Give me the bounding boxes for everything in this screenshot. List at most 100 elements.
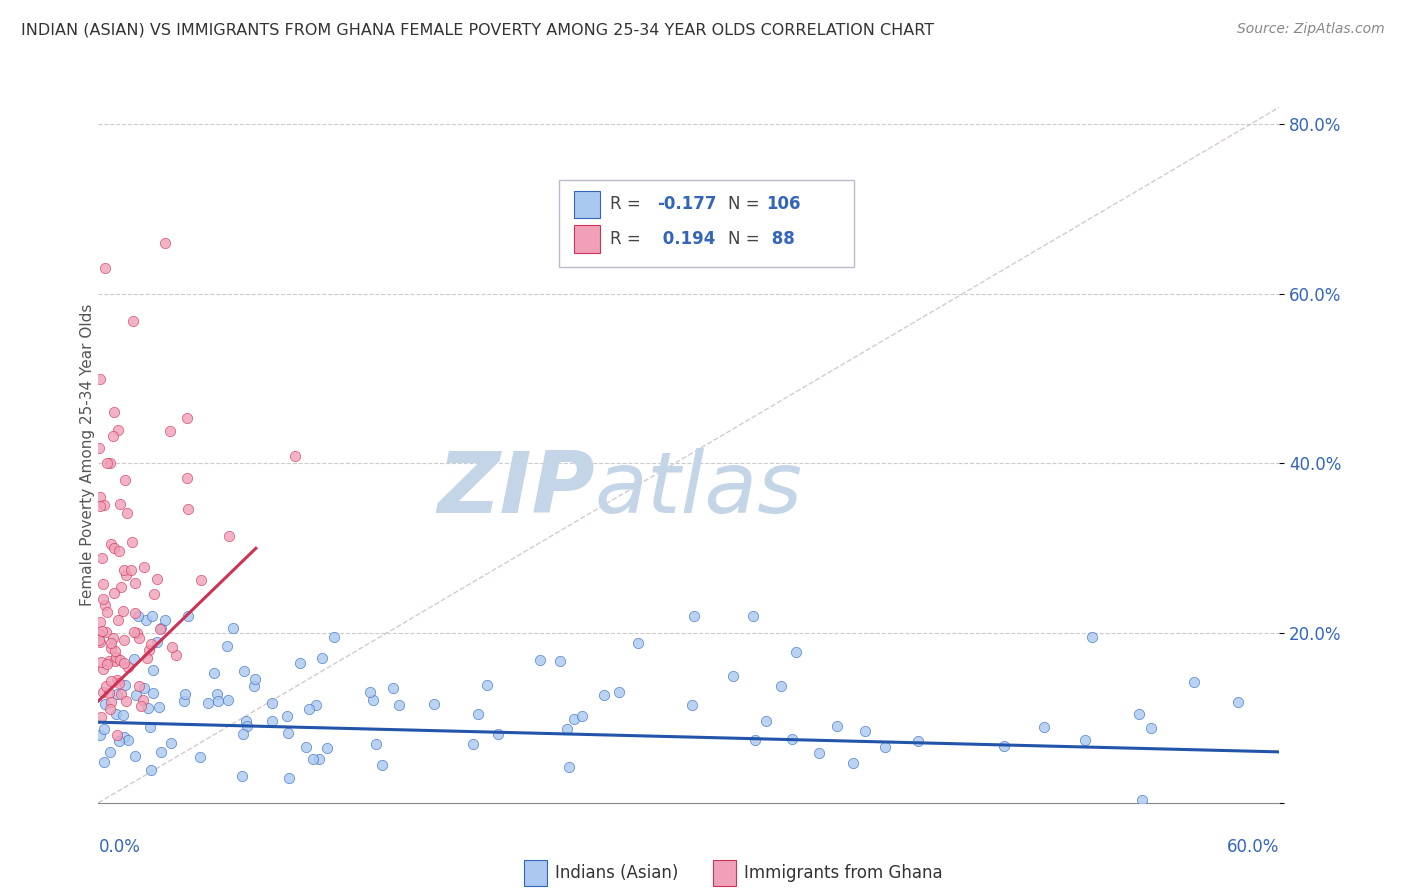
Point <box>132 692 155 706</box>
Point <box>94 680 117 694</box>
Point <box>1128 706 1150 721</box>
Text: N =: N = <box>728 195 765 213</box>
Point <box>371 758 394 772</box>
Point <box>89 632 111 647</box>
Point <box>98 745 121 759</box>
Point <box>135 613 157 627</box>
Point <box>323 630 346 644</box>
Point <box>276 708 298 723</box>
Point <box>284 449 307 463</box>
Point <box>114 694 136 708</box>
Point <box>177 609 200 624</box>
Point <box>105 673 128 688</box>
Point <box>124 606 146 620</box>
Point <box>134 559 156 574</box>
Point <box>94 598 117 612</box>
Point <box>114 563 136 577</box>
Point <box>145 572 167 586</box>
Point <box>907 734 929 748</box>
Point <box>155 614 177 628</box>
Point <box>174 687 197 701</box>
Point <box>105 728 128 742</box>
Point <box>93 697 115 711</box>
Point <box>215 639 238 653</box>
Point <box>105 687 128 701</box>
Point <box>100 641 122 656</box>
Point <box>91 592 114 607</box>
Text: atlas: atlas <box>595 448 803 532</box>
Point <box>780 731 803 746</box>
Point <box>90 655 112 669</box>
Point <box>108 543 131 558</box>
Point <box>681 698 703 713</box>
Point <box>1073 732 1095 747</box>
Point <box>382 681 405 696</box>
Point <box>97 686 120 700</box>
Point <box>607 685 630 699</box>
Point <box>232 727 254 741</box>
Text: 0.0%: 0.0% <box>98 838 141 855</box>
Point <box>278 771 301 785</box>
Point <box>242 680 264 694</box>
Point <box>571 709 593 723</box>
Point <box>100 695 122 709</box>
Point <box>91 662 114 676</box>
Point <box>148 700 170 714</box>
Point <box>245 673 267 687</box>
Point <box>103 405 125 419</box>
Point <box>557 760 579 774</box>
Point <box>108 676 131 690</box>
Point <box>423 697 446 711</box>
Point <box>101 429 124 443</box>
Point <box>361 693 384 707</box>
Point <box>853 724 876 739</box>
Text: -0.177: -0.177 <box>657 195 717 213</box>
Point <box>288 656 311 670</box>
Point <box>124 624 146 639</box>
Point <box>177 501 200 516</box>
FancyBboxPatch shape <box>713 860 737 887</box>
Point <box>176 471 198 485</box>
Point <box>121 534 143 549</box>
Point <box>117 733 139 747</box>
Point <box>298 702 321 716</box>
Point <box>142 663 165 677</box>
Text: ZIP: ZIP <box>437 448 595 532</box>
Point <box>1226 695 1249 709</box>
Point <box>316 740 339 755</box>
Point <box>105 706 128 721</box>
Point <box>87 441 110 455</box>
Point <box>112 731 135 745</box>
Point <box>277 725 299 739</box>
Point <box>548 654 571 668</box>
Point <box>875 740 897 755</box>
Point <box>529 653 551 667</box>
Point <box>555 722 578 736</box>
Point <box>110 580 132 594</box>
Point <box>218 529 240 543</box>
Point <box>89 728 111 742</box>
FancyBboxPatch shape <box>575 191 600 219</box>
Point <box>475 678 498 692</box>
Point <box>486 726 509 740</box>
Point <box>141 763 163 777</box>
Point <box>155 235 177 250</box>
Point <box>770 679 793 693</box>
Point <box>111 604 134 618</box>
Point <box>1139 721 1161 735</box>
Point <box>89 615 111 630</box>
Point <box>96 456 118 470</box>
Point <box>1182 675 1205 690</box>
Point <box>114 567 136 582</box>
Point <box>207 694 229 708</box>
Point <box>146 634 169 648</box>
Point <box>205 687 228 701</box>
Text: Source: ZipAtlas.com: Source: ZipAtlas.com <box>1237 22 1385 37</box>
Point <box>100 537 122 551</box>
Point <box>93 722 115 736</box>
Point <box>91 550 114 565</box>
Point <box>723 669 745 683</box>
Text: N =: N = <box>728 230 765 248</box>
Point <box>89 626 111 640</box>
Point <box>101 632 124 646</box>
